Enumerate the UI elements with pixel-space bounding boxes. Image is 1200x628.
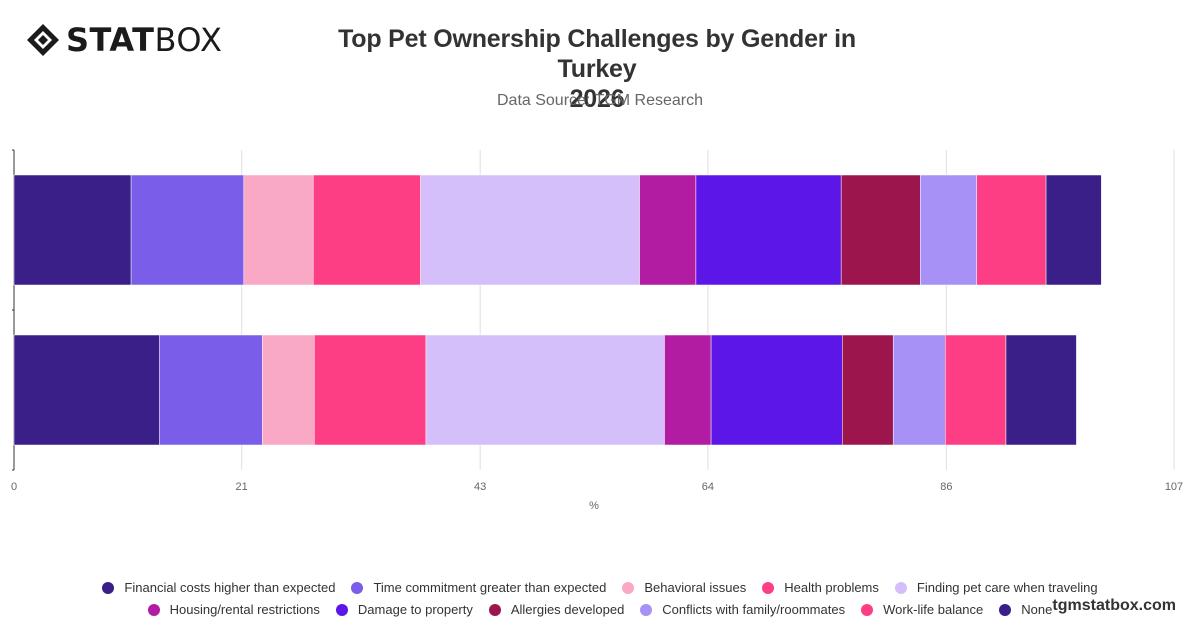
chart-title-line2: 2026 <box>569 85 625 113</box>
x-tick-label: 86 <box>940 481 952 493</box>
legend-swatch-icon <box>102 582 115 594</box>
legend-label: Health problems <box>784 580 879 595</box>
legend-label: Behavioral issues <box>644 580 747 595</box>
legend-swatch-icon <box>894 582 907 594</box>
legend-item[interactable]: Finding pet care when traveling <box>894 579 1098 597</box>
legend-swatch-icon <box>147 604 160 616</box>
statbox-logo: STATBOX <box>26 24 222 56</box>
x-tick-label: 64 <box>702 481 714 493</box>
legend-row: Financial costs higher than expected Time… <box>94 579 1105 597</box>
legend-swatch-icon <box>762 582 775 594</box>
bar-segment <box>312 174 421 286</box>
legend-label: Financial costs higher than expected <box>124 580 336 595</box>
bar-segment <box>664 334 712 446</box>
chart-subtitle: Data Source: TGM Research <box>496 92 703 109</box>
bar-segment <box>262 334 315 446</box>
legend-label: Time commitment greater than expected <box>373 580 607 595</box>
legend-item[interactable]: Work-life balance <box>861 601 983 619</box>
legend-row: Housing/rental restrictions Damage to pro… <box>140 601 1061 619</box>
legend-label: Conflicts with family/roommates <box>662 602 846 617</box>
legend-label: Housing/rental restrictions <box>169 602 320 617</box>
legend-swatch-icon <box>640 604 653 616</box>
legend-item[interactable]: Time commitment greater than expected <box>351 579 606 597</box>
legend-label: Finding pet care when traveling <box>916 580 1098 595</box>
x-axis-title: % <box>589 500 599 512</box>
bar-segment <box>892 334 946 446</box>
x-tick-label: 43 <box>474 481 486 493</box>
bar-segment <box>920 174 977 286</box>
bar-segment <box>710 334 843 446</box>
bar-segment <box>314 334 427 446</box>
bar-segment <box>425 334 665 446</box>
stacked-bar-chart: 0 21 43 64 86 107% <box>11 149 1183 512</box>
bar-segment <box>130 174 245 286</box>
bar-segment <box>639 174 697 286</box>
legend-item[interactable]: None <box>999 601 1052 619</box>
legend-swatch-icon <box>351 582 364 594</box>
legend-item[interactable]: Damage to property <box>335 601 473 619</box>
x-tick-label: 0 <box>11 481 17 493</box>
legend-item[interactable]: Behavioral issues <box>622 579 746 597</box>
bar-segment <box>243 174 314 286</box>
x-tick-label: 107 <box>1165 481 1183 493</box>
bar-segment <box>13 334 160 446</box>
bar-segment <box>13 174 132 286</box>
legend-item[interactable]: Health problems <box>762 579 879 597</box>
bar-segment <box>976 174 1047 286</box>
legend-label: None <box>1021 602 1053 617</box>
legend-swatch-icon <box>335 604 348 616</box>
bar-segment <box>420 174 640 286</box>
legend-item[interactable]: Financial costs higher than expected <box>102 579 335 597</box>
x-tick-label: 21 <box>236 481 248 493</box>
statbox-logo-icon <box>27 24 59 56</box>
bar-segment <box>1045 174 1102 286</box>
bar-segment <box>159 334 263 446</box>
chart-legend: Financial costs higher than expected Time… <box>0 579 1200 619</box>
watermark: tgmstatbox.com <box>1052 597 1176 614</box>
chart-title: Top Pet Ownership Challenges by Gender i… <box>300 24 894 114</box>
legend-item[interactable]: Housing/rental restrictions <box>147 601 320 619</box>
legend-label: Allergies developed <box>510 602 625 617</box>
legend-swatch-icon <box>622 582 635 594</box>
legend-item[interactable]: Conflicts with family/roommates <box>640 601 845 619</box>
legend-swatch-icon <box>488 604 501 616</box>
legend-item[interactable]: Allergies developed <box>488 601 625 619</box>
bar-segment <box>842 334 894 446</box>
legend-swatch-icon <box>999 604 1012 616</box>
bar-segment <box>1005 334 1077 446</box>
bar-segment <box>840 174 921 286</box>
logo-text: STATBOX <box>66 24 222 56</box>
legend-label: Work-life balance <box>883 602 984 617</box>
bar-segment <box>945 334 1007 446</box>
logo-text-light: BOX <box>154 21 223 59</box>
logo-text-bold: STAT <box>66 21 155 59</box>
legend-swatch-icon <box>861 604 874 616</box>
chart-title-line1: Top Pet Ownership Challenges by Gender i… <box>338 25 856 83</box>
bar-segment <box>695 174 842 286</box>
legend-label: Damage to property <box>357 602 473 617</box>
